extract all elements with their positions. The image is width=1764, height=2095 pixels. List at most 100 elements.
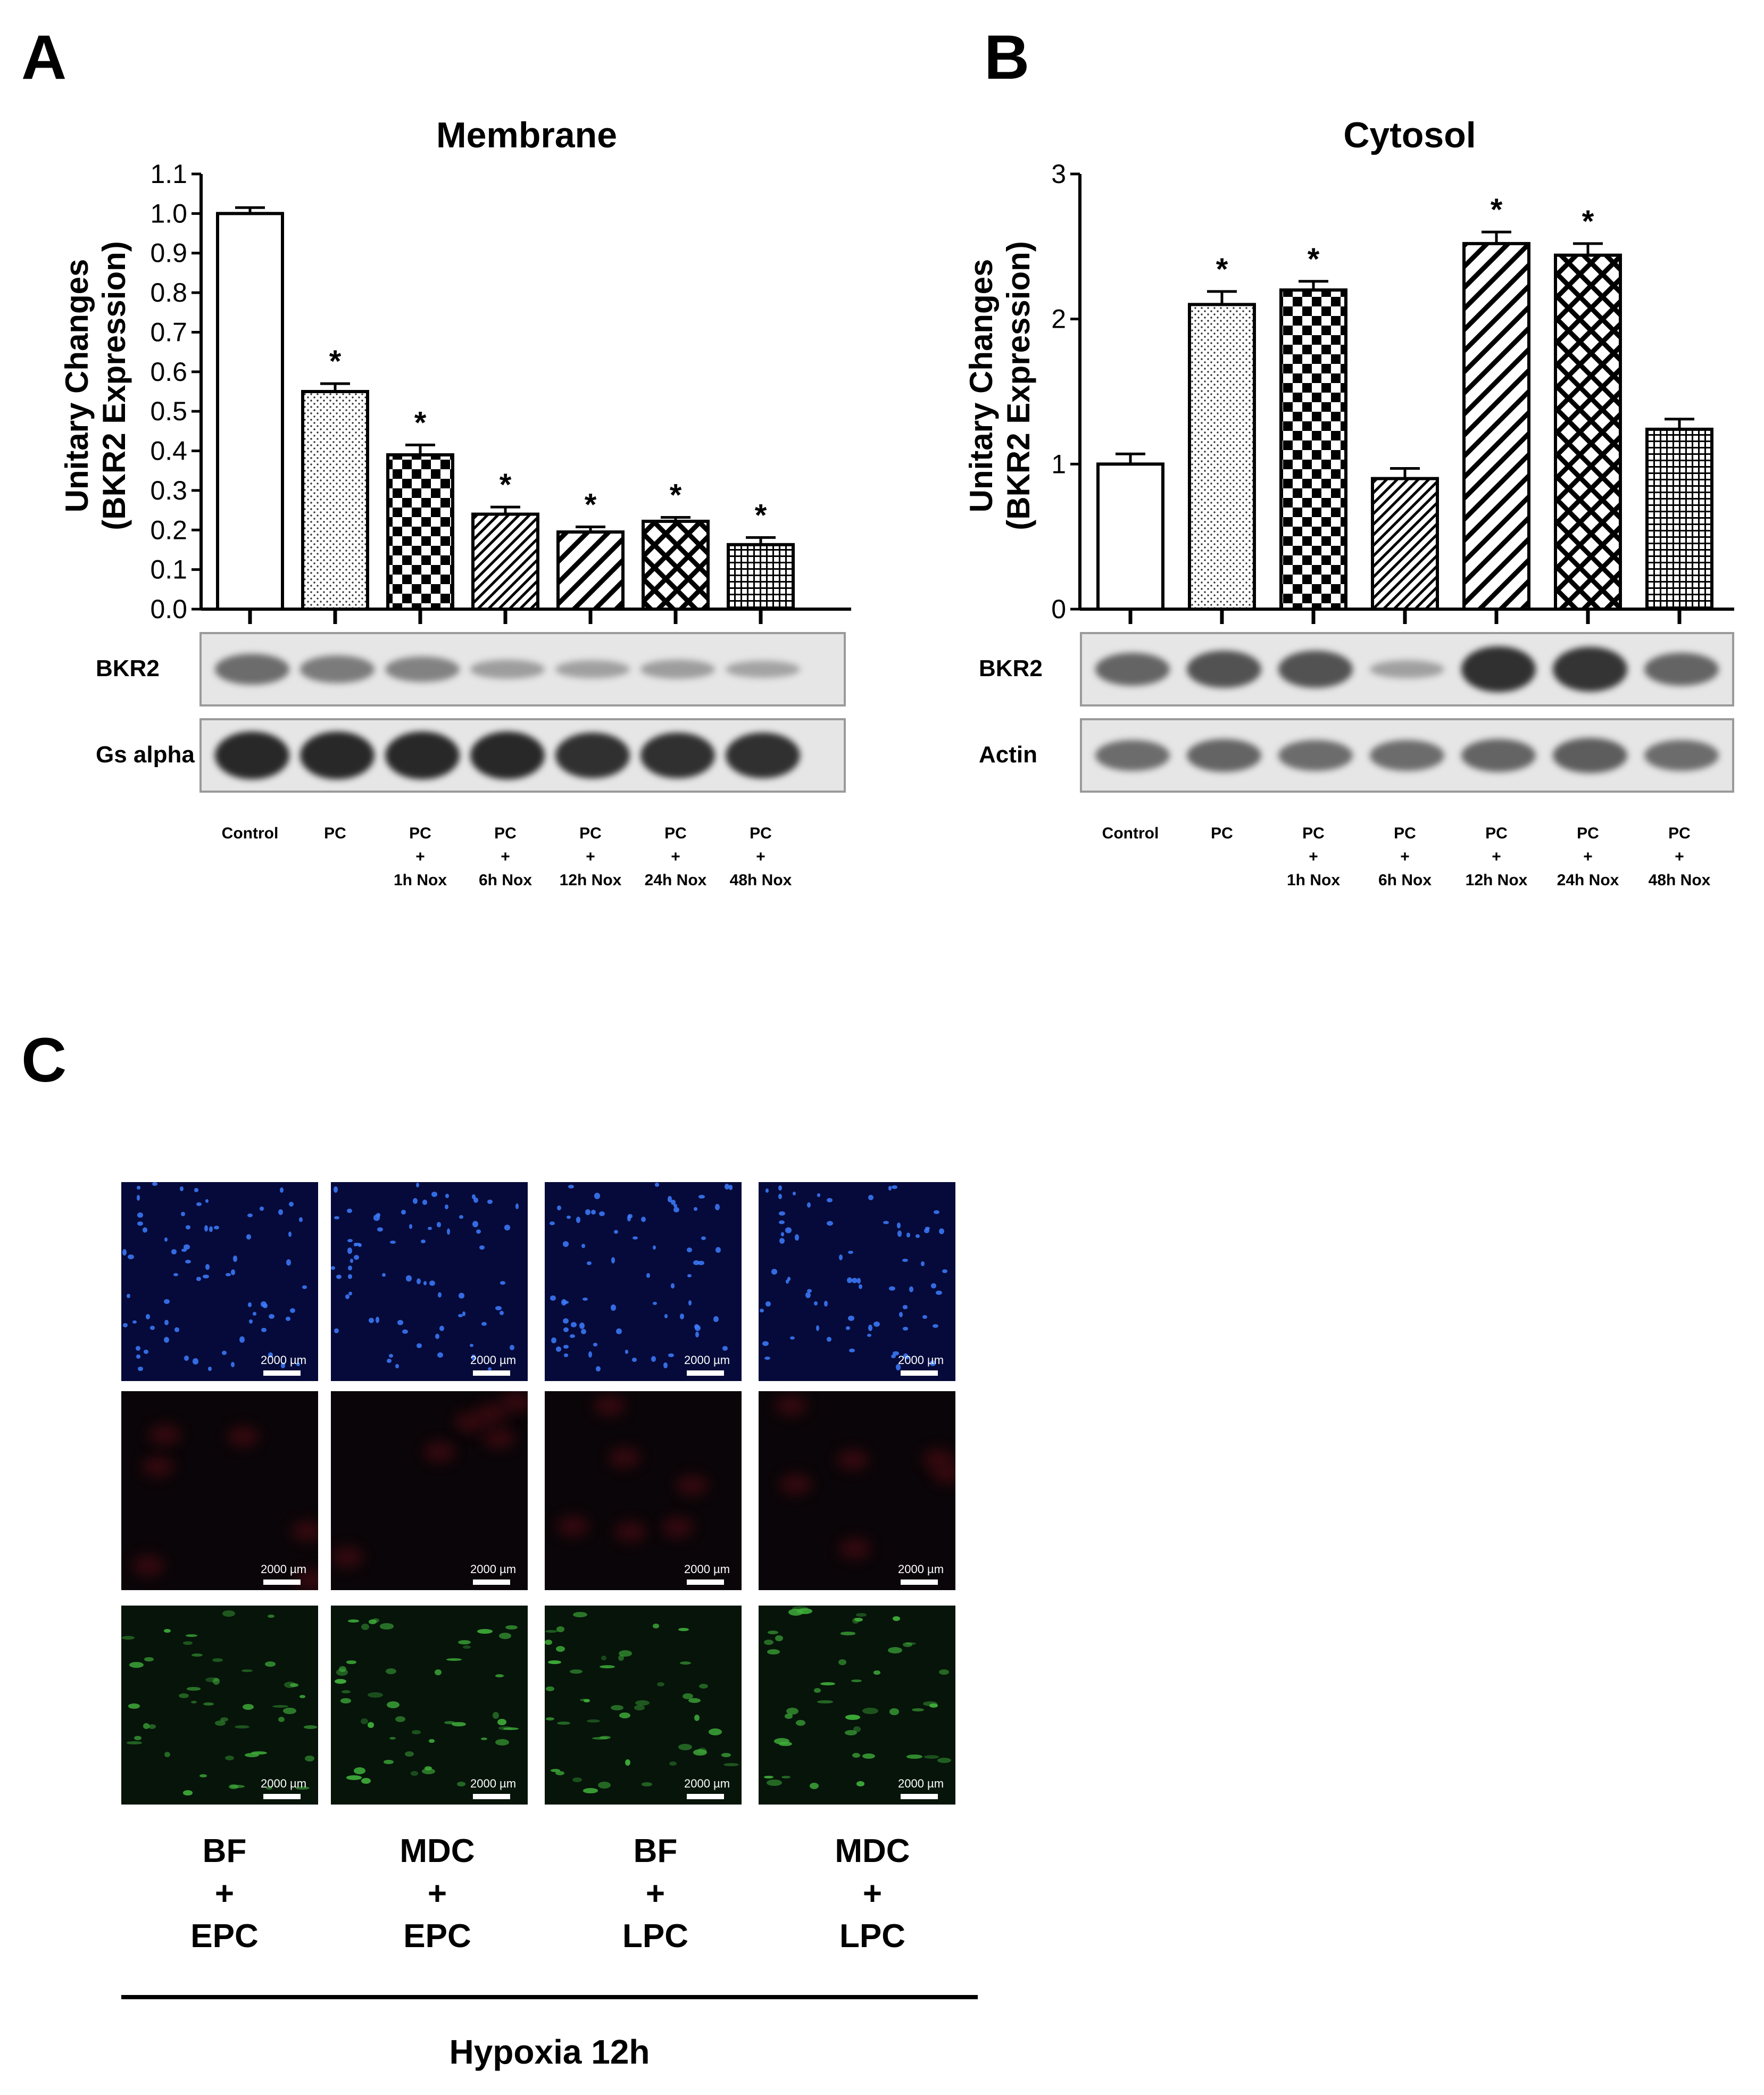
cell-marker — [625, 1759, 630, 1766]
chart-b-blot-bkr2 — [1080, 632, 1734, 706]
cell-marker — [868, 1325, 872, 1331]
cell-marker — [409, 1224, 413, 1229]
cell-marker — [439, 1325, 444, 1332]
cell-marker — [299, 1695, 306, 1698]
cell-marker — [452, 1722, 466, 1726]
micrograph-red-1: 2000 µm — [121, 1391, 318, 1590]
cell-marker — [132, 1554, 164, 1576]
cell-marker — [234, 1725, 250, 1729]
chart-a-blot-band — [640, 660, 715, 679]
scale-bar-line — [901, 1579, 938, 1585]
cell-marker — [785, 1713, 793, 1719]
cell-marker — [912, 1708, 925, 1712]
cell-marker — [148, 1724, 156, 1729]
cell-marker — [209, 1226, 213, 1232]
cell-marker — [265, 1786, 272, 1790]
cell-marker — [368, 1317, 375, 1323]
cell-marker — [435, 1334, 439, 1340]
cell-marker — [673, 1203, 677, 1208]
micrograph-green-2: 2000 µm — [331, 1606, 528, 1805]
chart-a-blot-band — [640, 732, 715, 779]
cell-marker — [557, 1205, 561, 1210]
cell-marker — [942, 1269, 947, 1274]
cell-marker — [462, 1311, 466, 1317]
chart-a-blot-band — [300, 655, 375, 683]
cell-marker — [867, 1333, 872, 1337]
cell-marker — [288, 1231, 292, 1237]
cell-marker — [164, 1237, 168, 1242]
chart-a-blot-band — [555, 732, 630, 779]
cell-marker — [500, 1281, 506, 1285]
chart-a-bar — [727, 543, 795, 611]
cell-marker — [654, 1183, 660, 1187]
column-label-mdc-epc: MDC + EPC — [400, 1833, 475, 1955]
cell-marker — [174, 1327, 180, 1332]
cell-marker — [272, 1705, 288, 1708]
cell-marker — [382, 1273, 386, 1277]
chart-a-bar — [301, 390, 369, 611]
cell-marker — [569, 1334, 576, 1338]
cell-marker — [164, 1752, 170, 1758]
cell-marker — [417, 1343, 422, 1348]
cell-marker — [510, 1345, 514, 1351]
cell-marker — [708, 1728, 722, 1735]
cell-marker — [136, 1186, 140, 1190]
cell-marker — [599, 1211, 605, 1216]
scale-bar-line — [687, 1370, 724, 1376]
column-label-bf-lpc: BF + LPC — [622, 1833, 688, 1955]
cell-marker — [137, 1212, 144, 1218]
cell-marker — [243, 1703, 254, 1710]
cell-marker — [134, 1735, 142, 1741]
cell-marker — [348, 1274, 352, 1279]
cell-marker — [939, 1669, 949, 1675]
chart-a-blot-band — [215, 653, 289, 685]
cell-marker — [196, 1277, 201, 1281]
cell-marker — [143, 1723, 149, 1729]
cell-marker — [265, 1661, 276, 1667]
chart-b-blot-band — [1644, 653, 1719, 686]
cell-marker — [567, 1215, 571, 1219]
chart-b-blot-band — [1553, 646, 1627, 692]
chart-a-condition-label: Control — [221, 825, 279, 842]
cell-marker — [471, 1194, 476, 1200]
cell-marker — [247, 1213, 253, 1217]
cell-marker — [775, 1635, 783, 1642]
chart-b-ytick-label: 2 — [1051, 304, 1066, 334]
cell-marker — [614, 1520, 646, 1542]
cell-marker — [268, 1313, 275, 1319]
cell-marker — [897, 1231, 902, 1237]
chart-a-significance-marker: * — [329, 344, 342, 379]
micrograph-blue-3: 2000 µm — [545, 1182, 742, 1381]
cell-marker — [570, 1669, 583, 1674]
cell-marker — [580, 1329, 586, 1334]
scale-bar-label: 2000 µm — [898, 1777, 944, 1790]
cell-marker — [152, 1182, 158, 1186]
chart-a-blot-label: BKR2 — [96, 655, 160, 681]
cell-marker — [290, 1308, 296, 1313]
hypoxia-divider — [121, 1995, 978, 1999]
cell-marker — [618, 1655, 625, 1661]
cell-marker — [573, 1611, 588, 1618]
cell-marker — [855, 1613, 867, 1617]
scale-bar-label: 2000 µm — [684, 1353, 730, 1367]
cell-marker — [367, 1692, 384, 1698]
cell-marker — [446, 1658, 462, 1661]
chart-b-blot-band — [1278, 650, 1353, 688]
cell-marker — [656, 1682, 664, 1687]
cell-marker — [334, 1328, 339, 1334]
cell-marker — [132, 1320, 137, 1324]
chart-a-blot-band — [385, 656, 460, 682]
cell-marker — [651, 1356, 656, 1362]
cell-marker — [473, 1198, 478, 1203]
cell-marker — [593, 1343, 597, 1346]
cell-marker — [728, 1185, 733, 1190]
cell-marker — [476, 1229, 481, 1234]
cell-marker — [503, 1727, 519, 1730]
cell-marker — [676, 1474, 709, 1496]
chart-a-blot-band — [385, 731, 460, 779]
cell-marker — [817, 1700, 833, 1703]
cell-marker — [437, 1292, 442, 1298]
cell-marker — [429, 1280, 435, 1286]
scale-bar: 2000 µm — [470, 1777, 516, 1799]
cell-marker — [281, 1362, 286, 1368]
